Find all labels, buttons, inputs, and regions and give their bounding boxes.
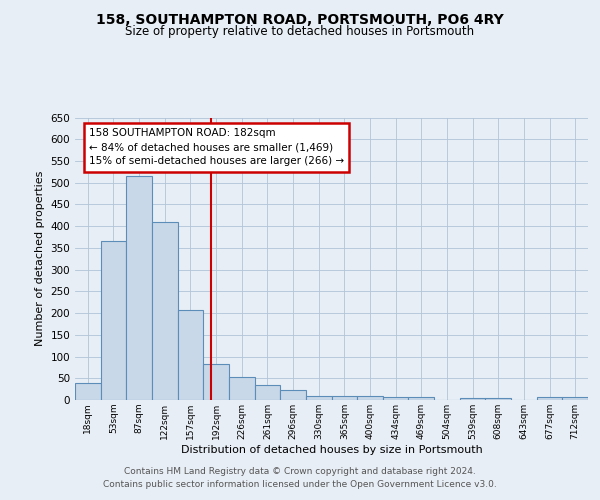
X-axis label: Distribution of detached houses by size in Portsmouth: Distribution of detached houses by size …	[181, 444, 482, 454]
Bar	[101, 242, 127, 400]
Text: Size of property relative to detached houses in Portsmouth: Size of property relative to detached ho…	[125, 25, 475, 38]
Y-axis label: Number of detached properties: Number of detached properties	[35, 171, 45, 346]
Bar	[306, 396, 331, 400]
Text: 158 SOUTHAMPTON ROAD: 182sqm
← 84% of detached houses are smaller (1,469)
15% of: 158 SOUTHAMPTON ROAD: 182sqm ← 84% of de…	[89, 128, 344, 166]
Bar	[562, 398, 588, 400]
Bar	[383, 396, 409, 400]
Bar	[485, 398, 511, 400]
Bar	[75, 384, 101, 400]
Bar	[127, 176, 152, 400]
Bar	[357, 396, 383, 400]
Bar	[460, 398, 485, 400]
Bar	[331, 396, 357, 400]
Bar	[229, 377, 254, 400]
Text: 158, SOUTHAMPTON ROAD, PORTSMOUTH, PO6 4RY: 158, SOUTHAMPTON ROAD, PORTSMOUTH, PO6 4…	[96, 12, 504, 26]
Bar	[178, 310, 203, 400]
Text: Contains public sector information licensed under the Open Government Licence v3: Contains public sector information licen…	[103, 480, 497, 489]
Bar	[537, 398, 562, 400]
Bar	[203, 364, 229, 400]
Bar	[280, 390, 306, 400]
Bar	[152, 222, 178, 400]
Bar	[254, 385, 280, 400]
Bar	[409, 396, 434, 400]
Text: Contains HM Land Registry data © Crown copyright and database right 2024.: Contains HM Land Registry data © Crown c…	[124, 467, 476, 476]
